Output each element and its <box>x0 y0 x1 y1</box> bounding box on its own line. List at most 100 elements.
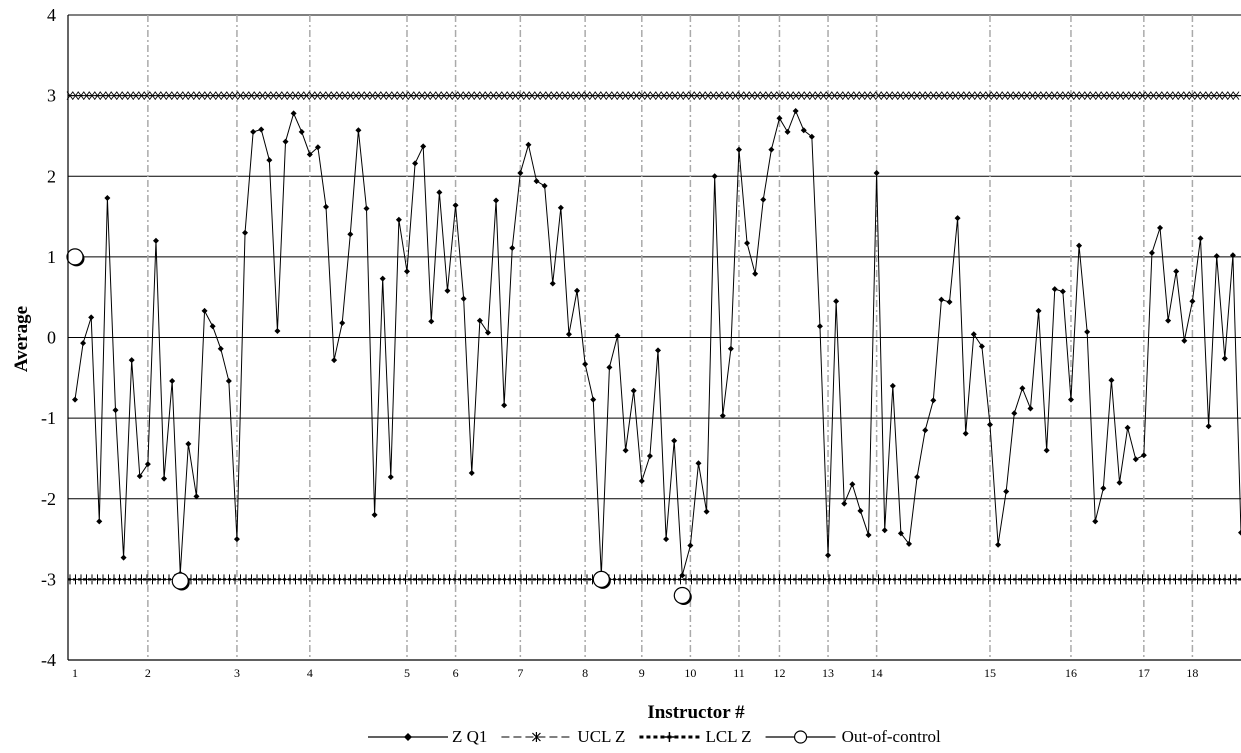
ucl-marker <box>1144 91 1152 100</box>
ucl-marker <box>825 91 833 100</box>
data-point <box>225 378 232 385</box>
data-point <box>590 396 597 403</box>
out-of-control-marker <box>66 248 84 266</box>
data-point <box>995 541 1002 548</box>
ucl-marker <box>165 91 173 100</box>
y-tick-label: 3 <box>47 86 56 106</box>
data-point <box>1213 253 1220 260</box>
ucl-marker <box>836 91 844 100</box>
data-point <box>833 298 840 305</box>
x-tick-label: 4 <box>307 666 313 680</box>
ucl-marker <box>616 91 624 100</box>
data-point <box>509 245 516 252</box>
data-point <box>557 204 564 211</box>
ucl-marker <box>501 91 508 100</box>
data-point <box>209 323 216 330</box>
ucl-marker <box>297 91 305 100</box>
ucl-marker <box>292 91 299 100</box>
ucl-marker <box>341 91 349 100</box>
ucl-marker <box>325 91 332 100</box>
ucl-marker <box>897 91 904 100</box>
ucl-marker <box>462 91 470 100</box>
ucl-marker <box>660 91 668 100</box>
ucl-marker <box>792 91 800 100</box>
ucl-marker <box>1172 91 1179 100</box>
ucl-marker <box>182 91 189 100</box>
ucl-marker <box>77 91 85 100</box>
data-point <box>72 396 78 403</box>
ucl-marker <box>704 91 712 100</box>
data-point <box>266 157 273 164</box>
data-point <box>897 530 904 537</box>
legend-symbol <box>368 733 448 741</box>
ucl-marker <box>1001 91 1009 100</box>
data-point <box>428 318 435 325</box>
ucl-marker <box>1067 91 1075 100</box>
series-layer <box>72 107 1241 579</box>
out-of-control-marker <box>673 586 691 605</box>
data-point <box>703 508 710 515</box>
data-point <box>655 347 661 354</box>
ucl-marker <box>396 91 404 100</box>
ucl-marker <box>985 91 992 100</box>
ucl-marker <box>539 91 547 100</box>
data-point <box>1067 396 1074 403</box>
data-point <box>638 478 645 485</box>
ucl-marker <box>886 91 893 100</box>
x-tick-label: 1 <box>72 666 78 680</box>
data-point <box>436 189 443 196</box>
data-point <box>217 345 224 352</box>
data-point <box>1140 452 1147 459</box>
ucl-marker <box>770 91 778 100</box>
ucl-marker <box>781 91 789 100</box>
ucl-marker <box>143 91 151 100</box>
data-point <box>533 178 540 185</box>
x-tick-label: 12 <box>773 666 785 680</box>
data-point <box>1003 488 1010 495</box>
data-point <box>517 170 524 177</box>
data-point <box>201 307 208 314</box>
ucl-marker <box>594 91 602 100</box>
ucl-marker <box>127 91 134 100</box>
ucl-marker <box>105 91 112 100</box>
ucl-marker <box>875 91 882 100</box>
ucl-marker <box>347 91 354 100</box>
ucl-marker <box>726 91 734 100</box>
data-point <box>314 144 321 151</box>
data-point <box>152 237 159 244</box>
data-point <box>1076 242 1083 249</box>
y-tick-label: 0 <box>47 328 56 348</box>
data-point <box>671 437 678 444</box>
data-point <box>298 128 305 135</box>
data-point <box>816 323 823 330</box>
ucl-marker <box>671 91 679 100</box>
ucl-marker <box>644 91 651 100</box>
data-point <box>161 475 168 482</box>
ucl-marker <box>380 91 387 100</box>
data-point <box>306 151 313 158</box>
ucl-marker <box>946 91 954 100</box>
data-point <box>250 128 257 135</box>
x-tick-label: 10 <box>684 666 696 680</box>
ucl-marker <box>578 91 585 100</box>
ucl-marker <box>952 91 959 100</box>
ucl-marker <box>688 91 695 100</box>
ucl-marker <box>1084 91 1091 100</box>
ucl-marker <box>407 91 415 100</box>
ucl-marker <box>281 91 288 100</box>
legend-symbol <box>639 732 700 742</box>
data-point <box>88 314 95 321</box>
ucl-marker <box>699 91 706 100</box>
ucl-marker <box>99 91 107 100</box>
ucl-marker <box>193 91 200 100</box>
ucl-marker <box>231 91 239 100</box>
data-point <box>962 430 969 437</box>
ucl-marker <box>748 91 756 100</box>
data-point <box>1116 479 1123 486</box>
ucl-marker <box>655 91 662 100</box>
data-point <box>978 343 985 350</box>
ucl-marker <box>809 91 816 100</box>
ucl-marker <box>248 91 255 100</box>
ucl-marker <box>633 91 640 100</box>
x-axis-title: Instructor # <box>647 702 745 723</box>
